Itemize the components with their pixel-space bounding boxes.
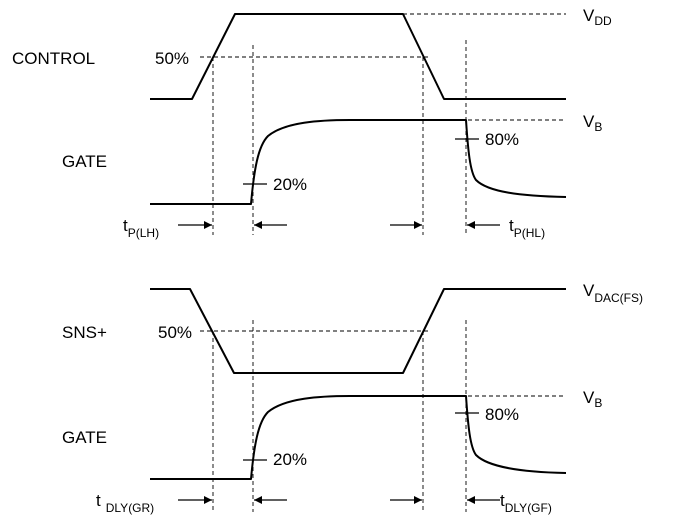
tdlygr-label: t DLY(GR) [96, 491, 154, 515]
control-label: CONTROL [12, 49, 95, 68]
arrow-tdlygr-right [178, 496, 212, 504]
gate-label-bottom: GATE [62, 428, 107, 447]
vb-label-top: VB [583, 112, 602, 134]
arrow-tplh-right [178, 221, 212, 229]
tplh-label: tP(LH) [123, 216, 159, 240]
sns-50pct-label: 50% [158, 323, 192, 342]
gate-80pct-label-top: 80% [485, 130, 519, 149]
control-50pct-label: 50% [155, 49, 189, 68]
gate-label-top: GATE [62, 152, 107, 171]
gate-waveform-bottom [150, 395, 567, 480]
arrow-tdlygf-right [390, 496, 422, 504]
vdac-label: VDAC(FS) [583, 281, 643, 305]
vb-label-bottom: VB [583, 388, 602, 410]
sns-waveform [150, 288, 566, 374]
gate-20pct-label-top: 20% [273, 175, 307, 194]
gate-20pct-label-bottom: 20% [273, 450, 307, 469]
tphl-label: tP(HL) [509, 216, 545, 240]
control-waveform [150, 13, 566, 100]
arrow-tplh-left [254, 221, 287, 229]
arrow-tdlygf-left [467, 496, 500, 504]
gate-waveform-top [150, 119, 567, 205]
arrow-tphl-left [467, 221, 500, 229]
arrow-tphl-right [390, 221, 422, 229]
arrow-tdlygr-left [254, 496, 287, 504]
gate-80pct-label-bottom: 80% [485, 405, 519, 424]
tdlygf-label: tDLY(GF) [500, 491, 552, 515]
sns-label: SNS+ [62, 323, 107, 342]
vdd-label: VDD [583, 6, 612, 28]
